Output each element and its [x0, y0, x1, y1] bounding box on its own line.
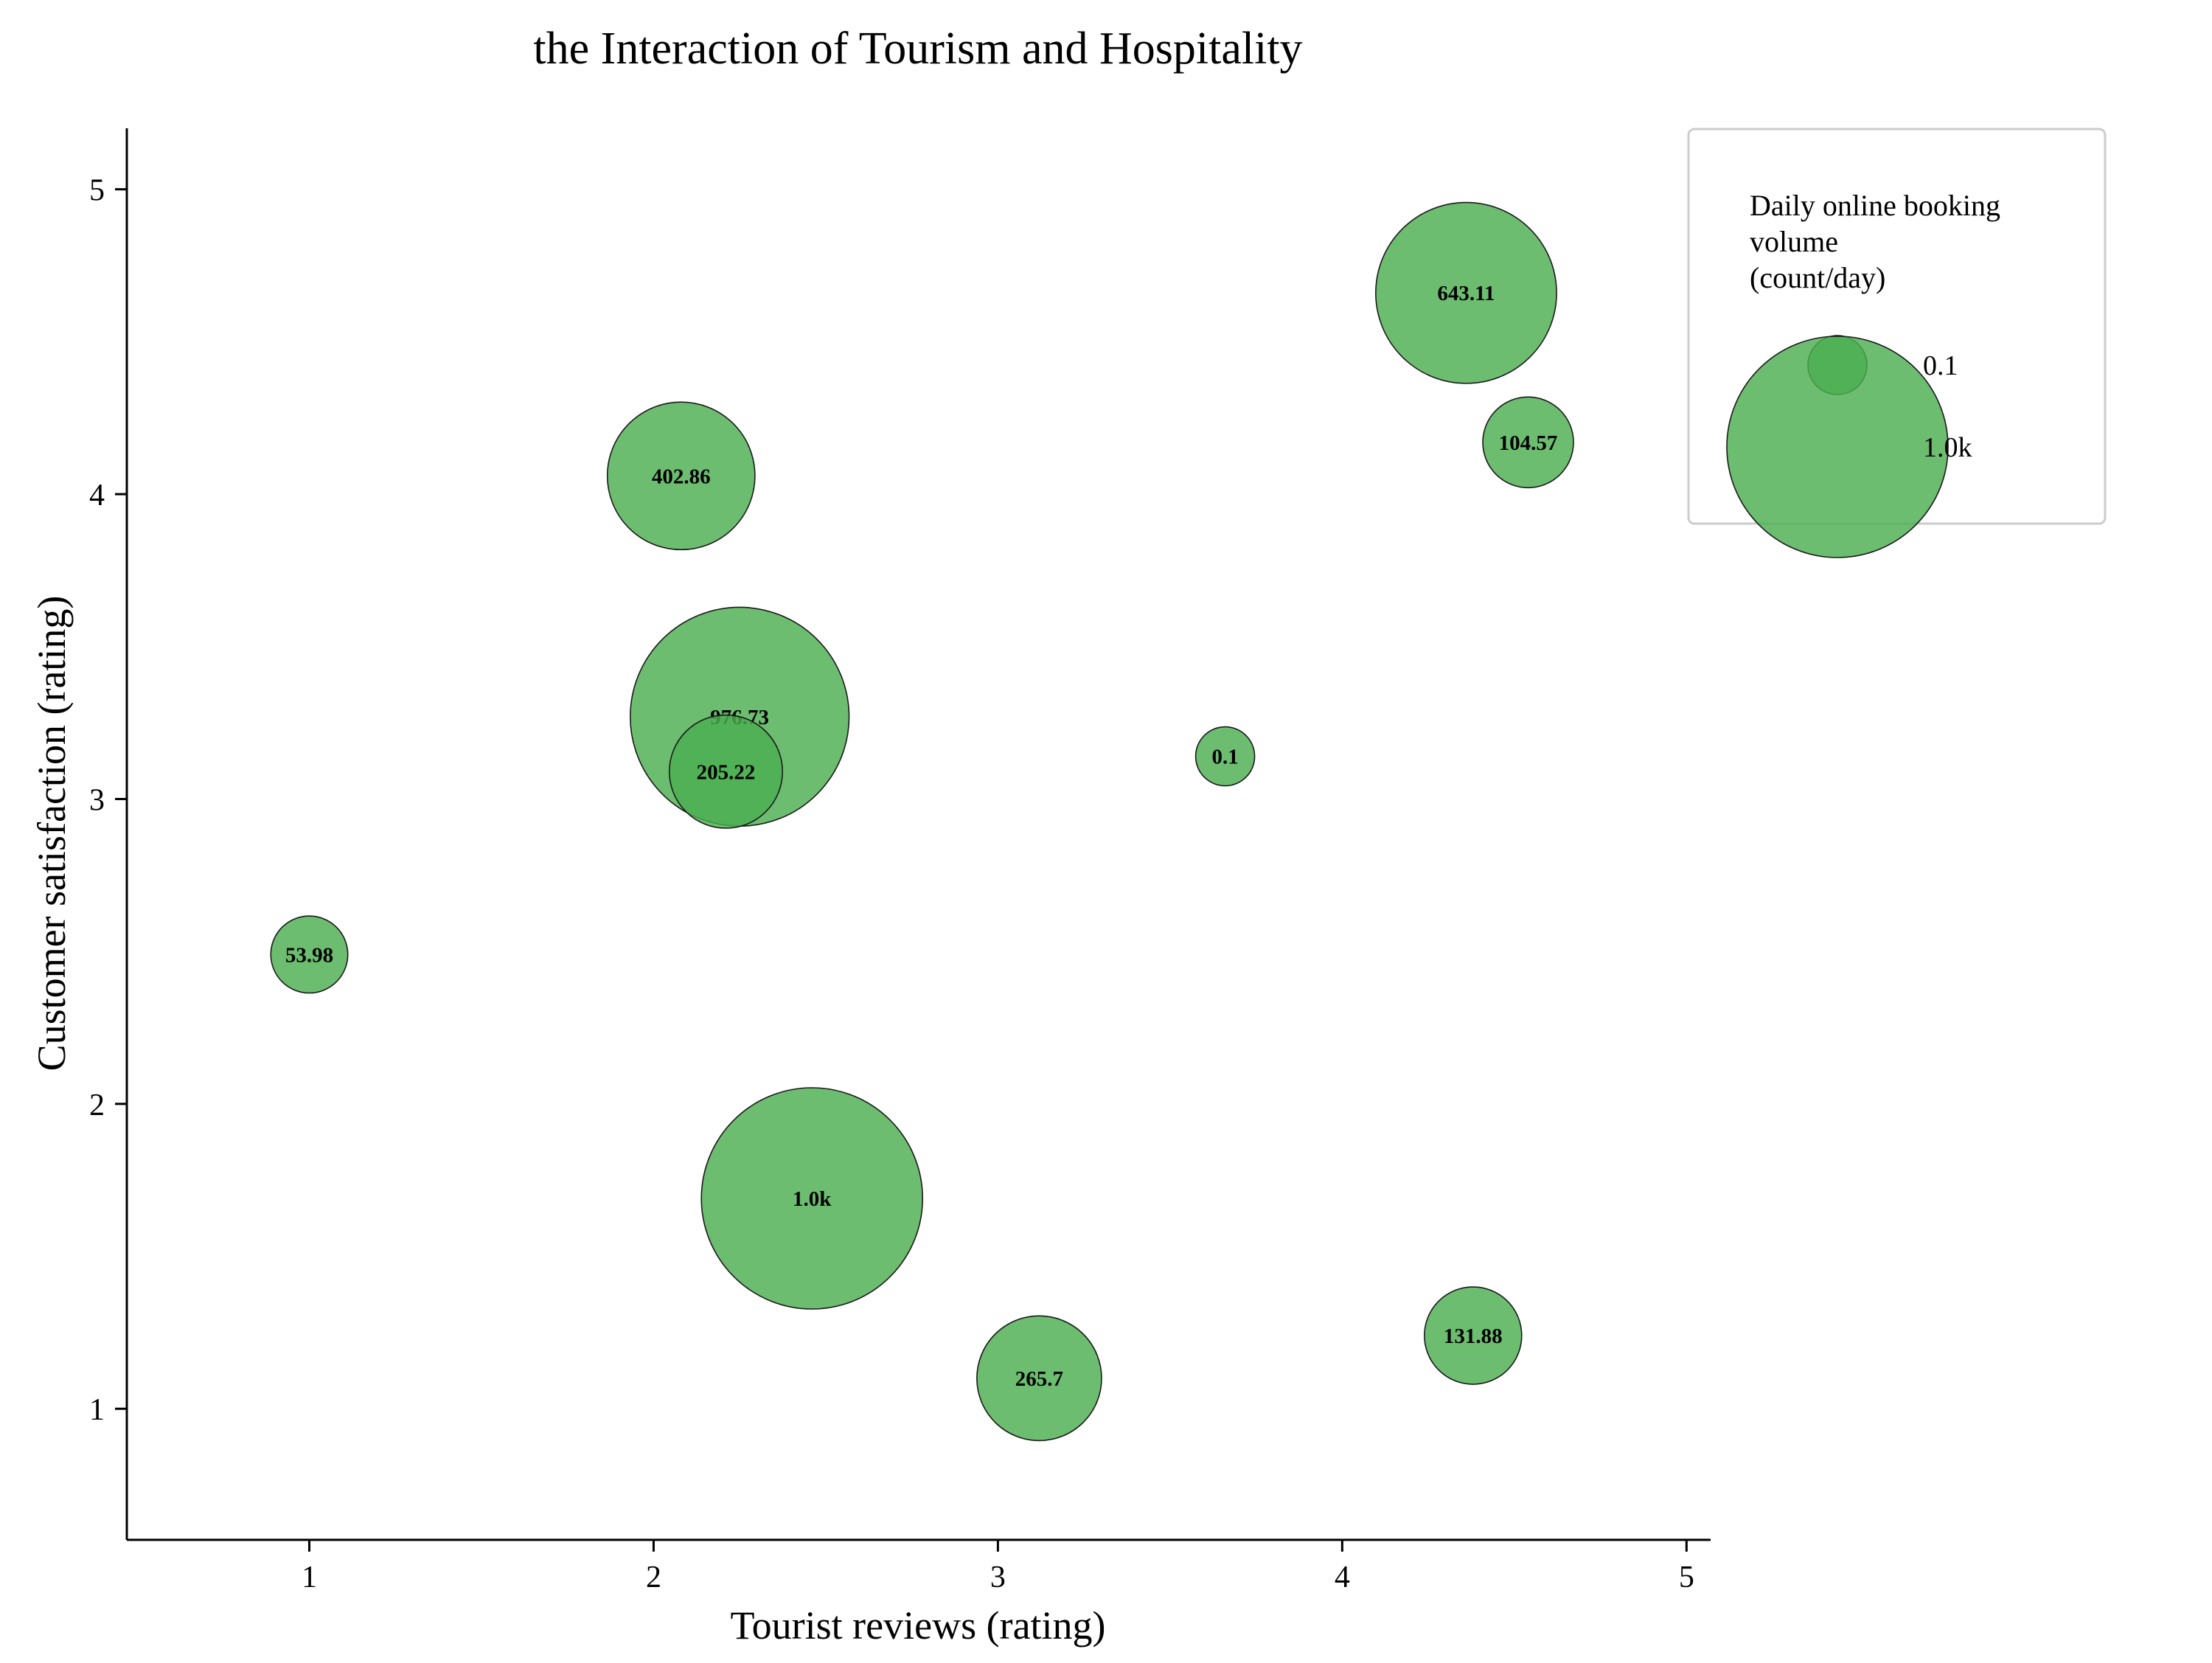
- data-point: 1.0k: [700, 1087, 924, 1310]
- bubble-marker: [1424, 1286, 1523, 1385]
- bubble-marker: [270, 915, 349, 994]
- data-point: 0.1: [1194, 726, 1256, 787]
- y-tick-label: 3: [89, 783, 105, 817]
- bubble-value-label: 402.86: [652, 465, 711, 488]
- data-point: 205.22: [668, 714, 784, 829]
- bubble-value-label: 1.0k: [793, 1187, 832, 1211]
- legend-title-line: Daily online booking: [1750, 189, 2000, 222]
- data-point: 643.11: [1375, 201, 1557, 384]
- y-axis-label: Customer satisfaction (rating): [29, 596, 74, 1072]
- bubble-marker: [606, 401, 756, 551]
- data-point: 53.98: [270, 915, 349, 994]
- bubble-value-label: 53.98: [285, 943, 333, 967]
- data-point: 131.88: [1424, 1286, 1523, 1385]
- y-tick-label: 1: [89, 1393, 105, 1427]
- legend-item-label: 0.1: [1923, 350, 1958, 381]
- bubble-value-label: 643.11: [1437, 282, 1495, 305]
- x-tick-label: 2: [646, 1560, 661, 1594]
- bubble-value-label: 104.57: [1499, 431, 1558, 455]
- x-tick-label: 4: [1335, 1560, 1350, 1594]
- bubble-value-label: 131.88: [1444, 1325, 1503, 1348]
- legend-bubble-marker: [1726, 336, 1949, 558]
- y-tick-label: 2: [89, 1089, 105, 1122]
- bubble-value-label: 0.1: [1211, 746, 1238, 769]
- y-tick-label: 4: [89, 479, 105, 513]
- bubble-marker: [668, 714, 784, 829]
- x-axis-label: Tourist reviews (rating): [730, 1603, 1105, 1648]
- bubble-marker: [1194, 726, 1256, 787]
- bubble-marker: [976, 1315, 1102, 1442]
- x-tick-label: 3: [990, 1560, 1006, 1594]
- legend-title-line: (count/day): [1750, 261, 1885, 294]
- legend-items: 0.1 1.0k: [1726, 335, 1972, 558]
- bubble-marker: [1375, 201, 1557, 384]
- chart-title: the Interaction of Tourism and Hospitali…: [533, 24, 1302, 74]
- data-point: 104.57: [1482, 396, 1574, 489]
- x-tick-label: 1: [302, 1560, 317, 1594]
- y-ticks: 1 2 3 4 5: [89, 174, 127, 1427]
- legend-item-label: 1.0k: [1923, 432, 1972, 463]
- legend-title-line: volume: [1750, 225, 1838, 258]
- data-point: 265.7: [976, 1315, 1102, 1442]
- y-tick-label: 5: [89, 174, 105, 208]
- bubble-value-label: 205.22: [697, 760, 756, 784]
- bubble-marker: [1482, 396, 1574, 489]
- plot-area: 1.0k976.73643.11402.86265.7205.22131.881…: [270, 201, 1574, 1442]
- data-point: 402.86: [606, 401, 756, 551]
- legend-item: 1.0k: [1726, 336, 1972, 558]
- bubble-value-label: 265.7: [1015, 1367, 1063, 1391]
- bubble-marker: [700, 1087, 924, 1310]
- x-tick-label: 5: [1679, 1560, 1694, 1594]
- x-ticks: 1 2 3 4 5: [302, 1540, 1694, 1594]
